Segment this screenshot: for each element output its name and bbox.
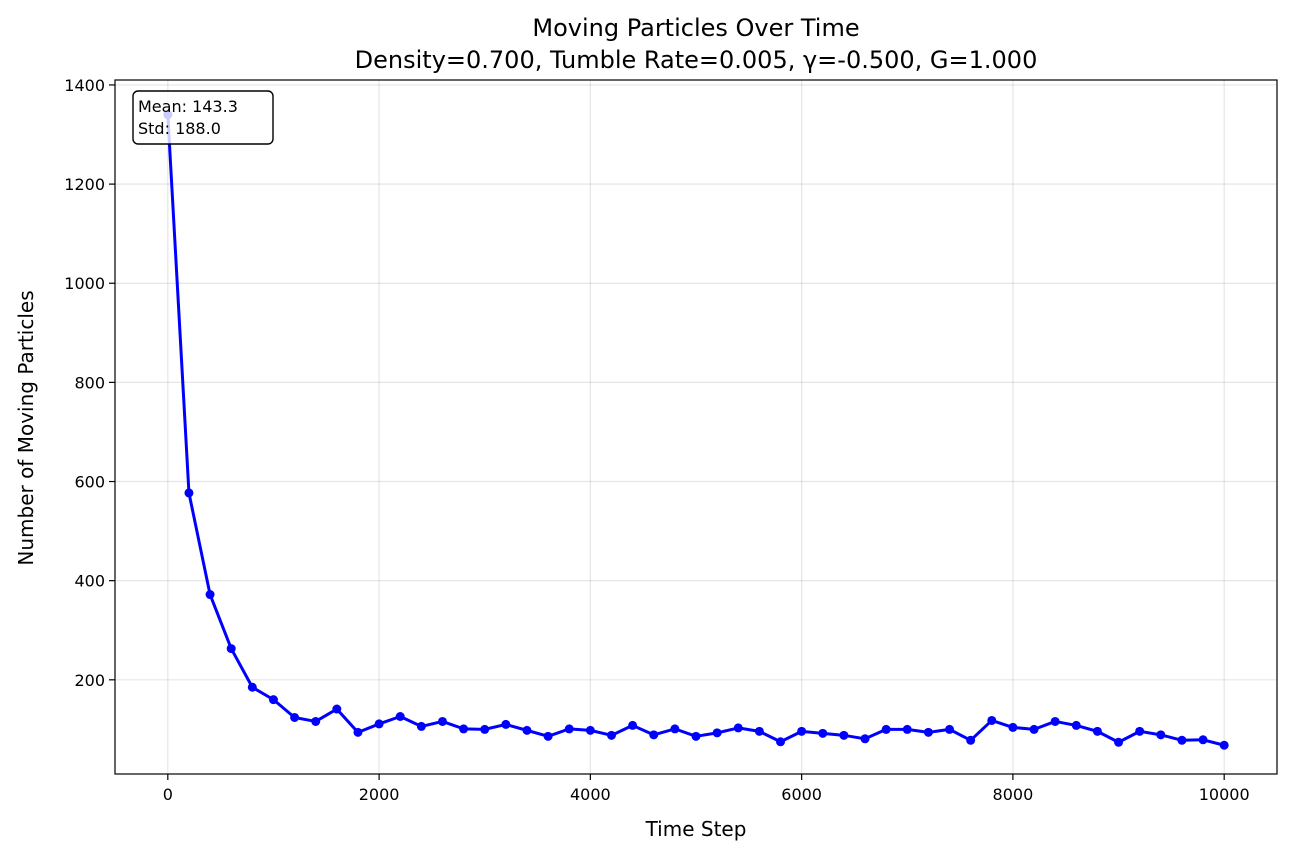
x-tick-label: 6000 bbox=[781, 785, 822, 804]
data-point bbox=[459, 724, 469, 734]
data-point bbox=[860, 734, 870, 744]
axis-ticks: 0 2000 4000 6000 8000 10000 200 400 600 800 1000 12… bbox=[64, 76, 1249, 804]
plot-area-frame bbox=[114, 79, 1278, 775]
data-point bbox=[184, 488, 194, 498]
y-axis-label: Number of Moving Particles bbox=[14, 290, 38, 565]
data-point bbox=[966, 735, 976, 745]
data-point bbox=[1008, 722, 1018, 732]
data-point bbox=[923, 727, 933, 737]
data-point bbox=[1092, 726, 1102, 736]
x-tick-label: 4000 bbox=[570, 785, 611, 804]
data-point bbox=[480, 724, 490, 734]
data-point bbox=[628, 720, 638, 730]
data-point bbox=[226, 644, 236, 654]
data-point bbox=[649, 730, 659, 740]
data-point bbox=[1050, 716, 1060, 726]
y-tick-label: 1000 bbox=[64, 274, 105, 293]
data-point bbox=[1177, 735, 1187, 745]
data-point bbox=[290, 712, 300, 722]
y-tick-label: 1200 bbox=[64, 175, 105, 194]
data-point bbox=[395, 711, 405, 721]
stats-mean: Mean: 143.3 bbox=[138, 97, 238, 116]
data-point bbox=[585, 725, 595, 735]
data-point bbox=[353, 727, 363, 737]
series-line bbox=[166, 114, 1225, 747]
data-point bbox=[1156, 730, 1166, 740]
grid-lines bbox=[115, 80, 1277, 774]
data-point bbox=[987, 715, 997, 725]
stats-box: Mean: 143.3 Std: 188.0 bbox=[132, 90, 274, 145]
data-point bbox=[374, 719, 384, 729]
y-tick-label: 200 bbox=[74, 671, 105, 690]
data-point bbox=[1135, 726, 1145, 736]
data-point bbox=[311, 716, 321, 726]
data-point bbox=[1219, 740, 1229, 750]
y-tick-label: 1400 bbox=[64, 76, 105, 95]
data-point bbox=[797, 726, 807, 736]
x-tick-label: 0 bbox=[163, 785, 173, 804]
chart-title: Moving Particles Over Time bbox=[532, 14, 859, 42]
data-point bbox=[1071, 720, 1081, 730]
data-point bbox=[606, 730, 616, 740]
data-point bbox=[522, 725, 532, 735]
data-point bbox=[437, 716, 447, 726]
data-point bbox=[691, 731, 701, 741]
data-point bbox=[247, 682, 257, 692]
data-point bbox=[881, 724, 891, 734]
data-point bbox=[416, 721, 426, 731]
y-tick-label: 400 bbox=[74, 572, 105, 591]
chart-subtitle: Density=0.700, Tumble Rate=0.005, γ=-0.5… bbox=[355, 46, 1038, 74]
data-point bbox=[670, 724, 680, 734]
data-point bbox=[733, 723, 743, 733]
data-point bbox=[839, 730, 849, 740]
data-point bbox=[1114, 737, 1124, 747]
data-point bbox=[543, 731, 553, 741]
series-layer bbox=[163, 110, 1229, 750]
y-tick-label: 800 bbox=[74, 373, 105, 392]
data-point bbox=[754, 726, 764, 736]
data-point bbox=[564, 724, 574, 734]
y-tick-label: 600 bbox=[74, 473, 105, 492]
stats-box-frame bbox=[132, 90, 274, 145]
data-point bbox=[818, 728, 828, 738]
data-point bbox=[1029, 724, 1039, 734]
x-tick-label: 2000 bbox=[359, 785, 400, 804]
data-point bbox=[501, 719, 511, 729]
data-point bbox=[945, 724, 955, 734]
data-point bbox=[205, 590, 215, 600]
x-tick-label: 8000 bbox=[993, 785, 1034, 804]
stats-std: Std: 188.0 bbox=[138, 119, 221, 138]
x-tick-label: 10000 bbox=[1199, 785, 1250, 804]
x-axis-label: Time Step bbox=[645, 817, 747, 841]
data-point bbox=[776, 737, 786, 747]
data-point bbox=[268, 695, 278, 705]
data-point bbox=[902, 724, 912, 734]
data-point bbox=[1198, 735, 1208, 745]
data-point bbox=[712, 728, 722, 738]
data-point bbox=[332, 704, 342, 714]
